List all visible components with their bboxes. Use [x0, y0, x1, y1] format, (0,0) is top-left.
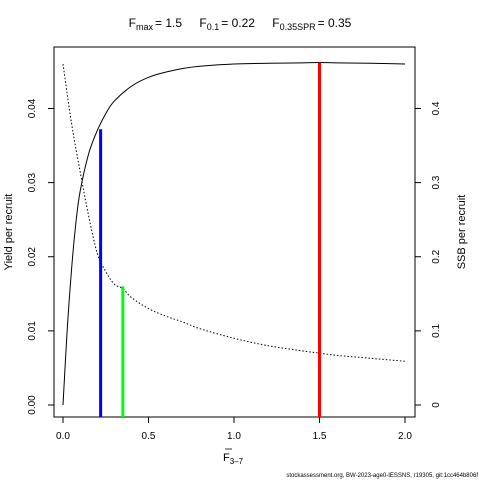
y-axis-left-title: Yield per recruit — [3, 194, 15, 271]
y-axis-right: 0 0.1 0.2 0.3 0.4 — [415, 101, 442, 408]
ssb-per-recruit-line — [62, 63, 406, 362]
x-axis-title: F3–7 — [223, 452, 244, 466]
reference-lines — [99, 62, 321, 417]
series-layer — [62, 62, 406, 406]
x-tick-label: 2.0 — [398, 431, 412, 442]
y-right-tick-label: 0.4 — [431, 101, 442, 115]
y-axis-left: 0.00 0.01 0.02 0.03 0.04 — [27, 98, 54, 415]
y-axis-right-title: SSB per recruit — [456, 195, 468, 270]
title-f01-subscript: 0.1 — [207, 22, 220, 32]
yield-per-recruit-line — [62, 62, 406, 406]
y-left-tick-label: 0.04 — [27, 98, 38, 118]
y-right-tick-label: 0.1 — [431, 323, 442, 337]
title-fspr-value: = 0.35 — [318, 16, 352, 30]
y-right-tick-label: 0.2 — [431, 249, 442, 263]
x-axis-title-subscript: 3–7 — [230, 457, 244, 466]
title-fspr-subscript: 0.35SPR — [280, 22, 317, 32]
x-tick-label: 0.0 — [56, 431, 70, 442]
y-left-tick-label: 0.02 — [27, 247, 38, 267]
x-axis: 0.0 0.5 1.0 1.5 2.0 — [56, 417, 412, 442]
y-left-tick-label: 0.00 — [27, 395, 38, 415]
title-fmax-symbol: F — [129, 16, 136, 30]
chart-title: Fmax = 1.5 F0.1 = 0.22 F0.35SPR = 0.35 — [129, 16, 352, 32]
y-right-tick-label: 0.3 — [431, 175, 442, 189]
title-f01-value: = 0.22 — [221, 16, 255, 30]
y-right-tick-label: 0 — [431, 402, 442, 408]
title-fmax-subscript: max — [136, 22, 154, 32]
x-tick-label: 1.0 — [227, 431, 241, 442]
title-f01-symbol: F — [199, 16, 206, 30]
x-tick-label: 0.5 — [142, 431, 156, 442]
title-fspr-symbol: F — [272, 16, 279, 30]
y-left-tick-label: 0.03 — [27, 172, 38, 192]
x-axis-title-symbol: F — [223, 452, 230, 464]
x-tick-label: 1.5 — [313, 431, 327, 442]
title-fmax-value: = 1.5 — [155, 16, 182, 30]
y-left-tick-label: 0.01 — [27, 321, 38, 341]
footer-text: stockassessment.org, BW-2023-age0-IESSNS… — [286, 473, 478, 479]
